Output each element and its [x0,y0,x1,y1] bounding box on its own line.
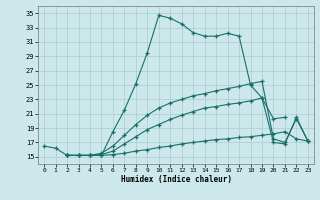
X-axis label: Humidex (Indice chaleur): Humidex (Indice chaleur) [121,175,231,184]
